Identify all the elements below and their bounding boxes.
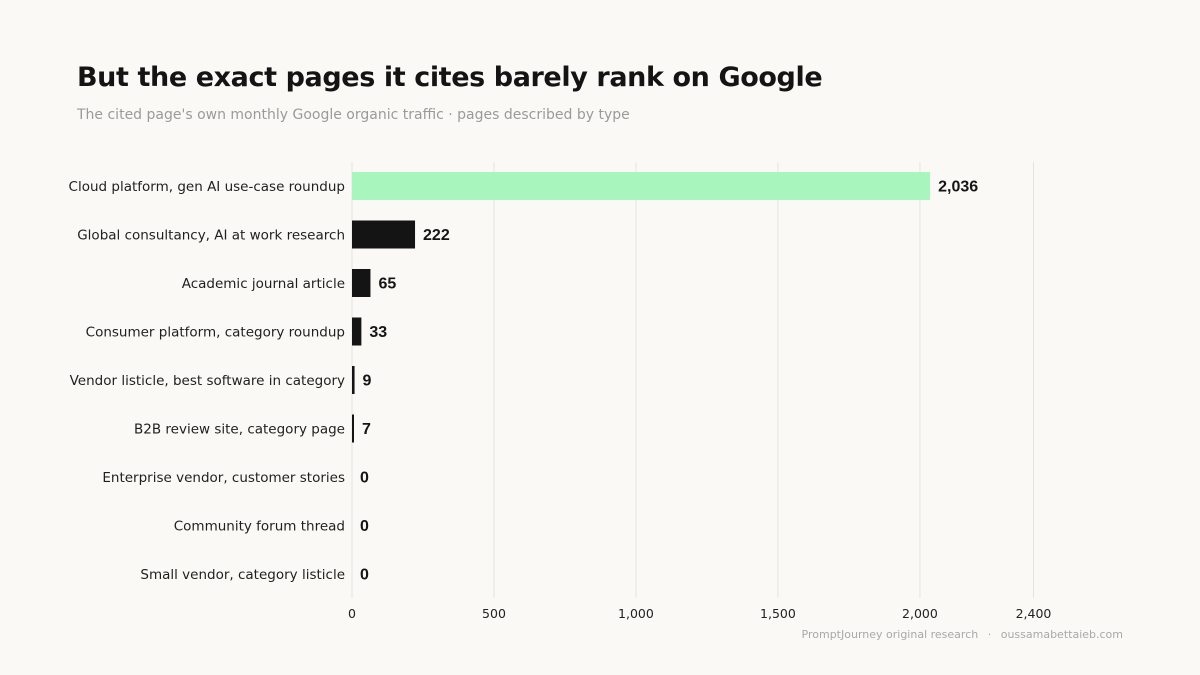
category-label: Consumer platform, category roundup <box>86 325 345 341</box>
bar <box>352 317 362 346</box>
category-label: Small vendor, category listicle <box>140 567 345 583</box>
bar <box>352 269 371 297</box>
value-label: 0 <box>360 567 369 584</box>
x-axis-ticks: 0 500 1,000 1,500 2,000 2,400 <box>348 606 1051 621</box>
value-label: 33 <box>369 324 387 341</box>
bar <box>352 220 416 249</box>
footer-site: oussamabettaieb.com <box>1000 628 1123 641</box>
bars <box>352 172 931 443</box>
category-label: Vendor listicle, best software in catego… <box>70 373 345 389</box>
category-labels: Cloud platform, gen AI use-case roundup G… <box>69 179 345 583</box>
category-label: Community forum thread <box>174 519 345 535</box>
x-tick-label: 1,500 <box>760 606 796 621</box>
bar <box>352 172 931 200</box>
x-tick-label: 2,000 <box>902 606 938 621</box>
x-tick-label: 1,000 <box>618 606 654 621</box>
value-label: 9 <box>363 373 372 390</box>
bar <box>352 366 355 394</box>
chart-title: But the exact pages it cites barely rank… <box>77 62 823 93</box>
category-label: Cloud platform, gen AI use-case roundup <box>69 179 345 195</box>
x-tick-label: 2,400 <box>1016 606 1052 621</box>
bar <box>352 414 354 443</box>
value-label: 7 <box>362 421 371 438</box>
gridlines <box>351 162 1034 598</box>
category-label: B2B review site, category page <box>134 422 345 438</box>
category-label: Academic journal article <box>182 276 345 292</box>
value-label: 0 <box>360 518 369 535</box>
x-tick-label: 500 <box>482 606 506 621</box>
value-label: 65 <box>378 276 396 293</box>
category-label: Global consultancy, AI at work research <box>77 228 345 244</box>
footer-source: PromptJourney original research <box>801 628 979 641</box>
footer-separator: · <box>987 628 992 641</box>
footer-credit: PromptJourney original research · oussam… <box>802 628 1123 641</box>
value-label: 2,036 <box>938 179 978 196</box>
chart-subtitle: The cited page's own monthly Google orga… <box>77 107 630 123</box>
value-label: 222 <box>423 227 450 244</box>
category-label: Enterprise vendor, customer stories <box>102 470 345 486</box>
value-labels: 2,036 222 65 33 9 7 0 0 0 <box>360 179 978 584</box>
value-label: 0 <box>360 470 369 487</box>
x-tick-label: 0 <box>348 606 356 621</box>
